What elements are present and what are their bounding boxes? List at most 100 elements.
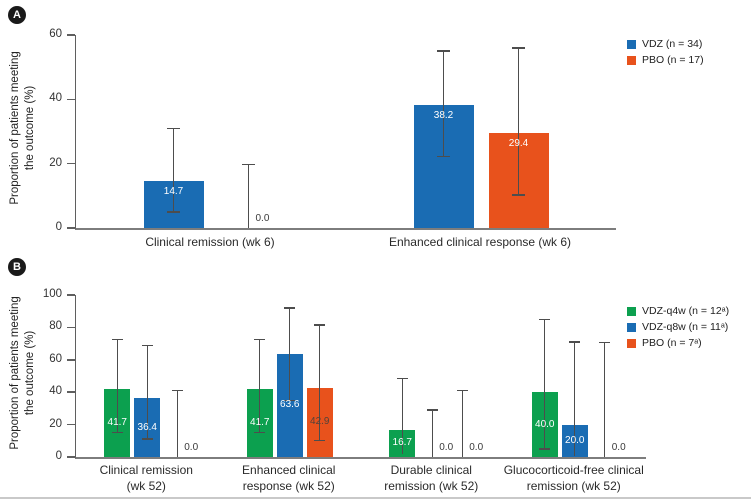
legend-swatch bbox=[627, 306, 636, 316]
y-tick-label: 60 bbox=[49, 28, 62, 40]
error-bar bbox=[461, 390, 463, 457]
bar-value-label: 63.6 bbox=[280, 399, 300, 411]
y-tick-label: 20 bbox=[49, 156, 62, 169]
error-bar-cap bbox=[437, 50, 450, 52]
error-bar-cap bbox=[167, 127, 180, 129]
y-tick-mark bbox=[67, 456, 75, 458]
panel-b-plot: 0 20 40 60 80 100 41.7 36.4 0.0 41.7 63.6 42.9 16.7 0… bbox=[43, 288, 647, 462]
error-bar-cap bbox=[242, 163, 255, 166]
legend-swatch bbox=[627, 55, 636, 65]
error-bar bbox=[574, 341, 576, 457]
error-bar bbox=[259, 339, 261, 433]
error-bar-cap bbox=[456, 389, 468, 392]
group-label-line: Glucocorticoid-free clinical bbox=[503, 463, 644, 477]
error-bar bbox=[604, 342, 606, 457]
y-tick-mark bbox=[67, 227, 75, 229]
error-bar-cap bbox=[254, 338, 266, 341]
bar-slot: 0.0 bbox=[449, 295, 483, 457]
error-bar-cap bbox=[111, 431, 123, 434]
error-bar bbox=[247, 164, 250, 228]
y-tick-label: 100 bbox=[42, 288, 62, 300]
legend-item: PBO (n = 7ᵃ) bbox=[627, 337, 729, 349]
bar-slot: 20.0 bbox=[561, 295, 588, 457]
bar-slot: 41.7 bbox=[246, 295, 273, 457]
error-bar-cap bbox=[437, 155, 450, 158]
group-label-line: remission (wk 52) bbox=[526, 479, 621, 494]
y-tick-label: 40 bbox=[49, 92, 62, 105]
zero-value-label: 0.0 bbox=[255, 213, 270, 224]
error-bar-cap bbox=[426, 409, 438, 411]
y-tick-mark bbox=[67, 34, 75, 36]
panel-a-plot: 0 20 40 60 14.7 0.0 38.2 29.4 bbox=[49, 28, 616, 233]
error-bar-cap bbox=[171, 389, 183, 392]
figure-bottom-rule bbox=[0, 497, 751, 499]
bar-slot: 38.2 bbox=[413, 35, 474, 228]
group-label-line: response (wk 52) bbox=[242, 479, 335, 494]
y-tick-mark bbox=[67, 423, 75, 426]
bar-value-label: 40.0 bbox=[535, 418, 555, 430]
bar-slot: 41.7 bbox=[104, 295, 131, 457]
group-label: Clinical remission (wk 6) bbox=[75, 234, 345, 250]
group-label-line: remission (wk 52) bbox=[384, 479, 479, 494]
legend-label: VDZ (n = 34) bbox=[642, 38, 703, 50]
panel-a-legend: VDZ (n = 34) PBO (n = 17) bbox=[627, 38, 704, 70]
error-bar bbox=[517, 47, 520, 195]
group-label-line: (wk 52) bbox=[126, 479, 166, 494]
error-bar-cap bbox=[569, 341, 581, 343]
error-bar bbox=[442, 51, 445, 157]
error-bar bbox=[116, 339, 118, 433]
error-bar bbox=[289, 307, 291, 401]
zero-value-label: 0.0 bbox=[439, 442, 454, 453]
y-tick-mark bbox=[67, 326, 75, 329]
bar-value-label: 16.7 bbox=[392, 437, 412, 449]
bar-group: 16.7 0.0 0.0 bbox=[361, 295, 504, 457]
y-axis-title-line: Proportion of patients meeting bbox=[9, 296, 22, 450]
bar-value-label: 29.4 bbox=[508, 138, 529, 150]
legend-item: VDZ-q4w (n = 12ᵃ) bbox=[627, 305, 729, 317]
bar-slot: 0.0 bbox=[592, 295, 626, 457]
group-label-line: Clinical remission bbox=[99, 463, 193, 477]
y-axis-title-line: Proportion of patients meeting bbox=[9, 51, 22, 205]
error-bar-cap bbox=[539, 318, 551, 320]
bar-value-label: 20.0 bbox=[565, 434, 585, 446]
bar-value-label: 14.7 bbox=[163, 185, 184, 197]
error-bar bbox=[176, 390, 178, 457]
panel-a-y-axis-title: Proportion of patients meeting the outco… bbox=[8, 8, 38, 248]
error-bar-cap bbox=[141, 438, 153, 440]
bar-slot: 42.9 bbox=[306, 295, 333, 457]
bar-slot: 36.4 bbox=[134, 295, 161, 457]
error-bar-cap bbox=[167, 211, 180, 213]
bar-value-label: 38.2 bbox=[433, 110, 454, 122]
y-tick-label: 0 bbox=[55, 450, 62, 462]
group-label: Glucocorticoid-free clinical remission (w… bbox=[503, 462, 646, 494]
y-tick-mark bbox=[67, 359, 75, 361]
bar-value-label: 36.4 bbox=[137, 421, 157, 433]
panel-b-legend: VDZ-q4w (n = 12ᵃ) VDZ-q8w (n = 11ᵃ) PBO (n… bbox=[627, 305, 729, 353]
error-bar bbox=[544, 319, 546, 449]
error-bar bbox=[146, 345, 148, 440]
bar-slot: 0.0 bbox=[164, 295, 198, 457]
error-bar-cap bbox=[111, 338, 123, 341]
y-tick-mark bbox=[67, 391, 75, 393]
legend-swatch bbox=[627, 322, 636, 332]
bar-value-label: 41.7 bbox=[250, 417, 270, 429]
error-bar-cap bbox=[599, 342, 611, 344]
error-bar-cap bbox=[314, 324, 326, 326]
y-tick-label: 40 bbox=[49, 385, 62, 398]
y-tick-label: 20 bbox=[49, 417, 62, 430]
bar-slot: 16.7 bbox=[389, 295, 416, 457]
zero-value-label: 0.0 bbox=[184, 442, 199, 453]
y-tick-label: 0 bbox=[55, 221, 62, 233]
y-tick-mark bbox=[67, 98, 75, 101]
error-bar-cap bbox=[396, 377, 408, 380]
bar-group: 14.7 0.0 bbox=[76, 35, 346, 228]
error-bar-cap bbox=[254, 431, 266, 434]
y-tick-label: 60 bbox=[49, 352, 62, 365]
error-bar-cap bbox=[284, 399, 296, 401]
bar-group: 38.2 29.4 bbox=[346, 35, 616, 228]
y-tick-mark bbox=[67, 162, 75, 165]
group-label-line: Enhanced clinical bbox=[242, 463, 336, 477]
bar-slot: 29.4 bbox=[488, 35, 549, 228]
bar-group: 40.0 20.0 0.0 bbox=[504, 295, 647, 457]
